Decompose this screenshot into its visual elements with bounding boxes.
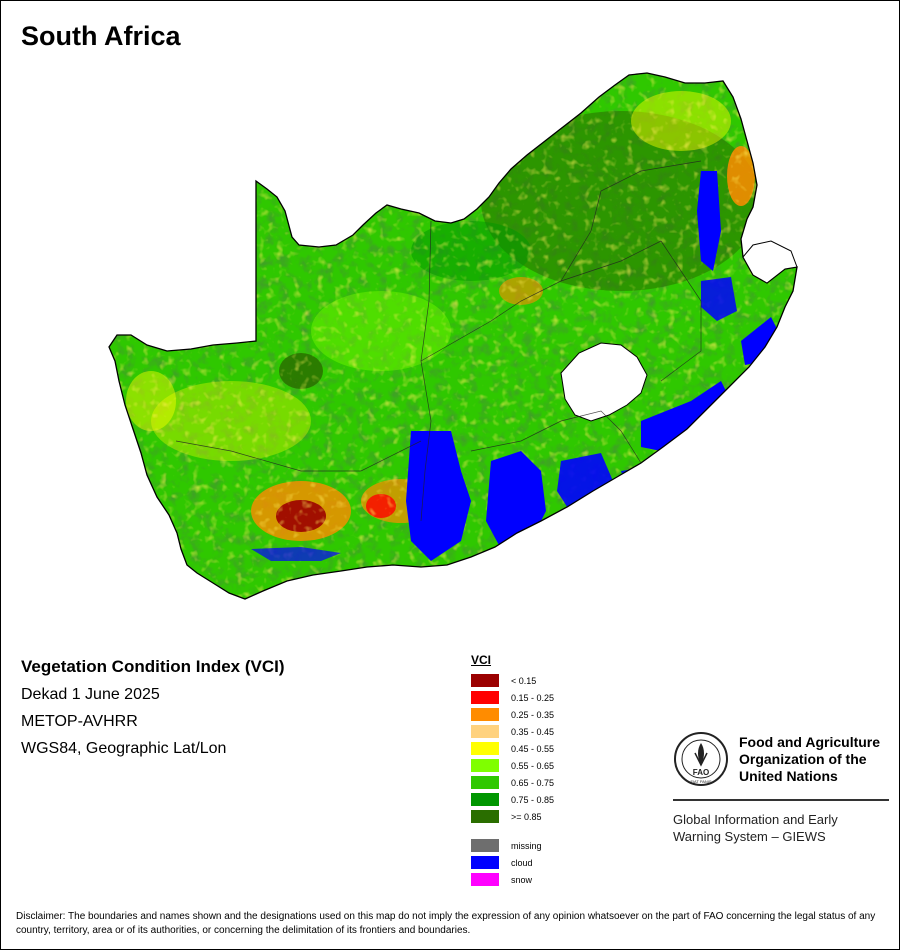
- map-title: South Africa: [21, 21, 181, 51]
- legend-item: 0.65 - 0.75: [471, 774, 554, 791]
- legend-label: 0.15 - 0.25: [511, 692, 555, 703]
- sensor-label: METOP-AVHRR: [21, 713, 138, 730]
- org-name-line: United Nations: [739, 767, 838, 784]
- period-label: Dekad 1 June 2025: [21, 686, 160, 703]
- legend-item: 0.35 - 0.45: [471, 723, 554, 740]
- legend-item: 0.15 - 0.25: [471, 689, 554, 706]
- legend-label: 0.35 - 0.45: [511, 726, 555, 737]
- fao-block: FAO FIAT PANIS Food and Agriculture Orga…: [673, 731, 889, 845]
- legend-swatch: [471, 873, 499, 886]
- legend-swatch: [471, 742, 499, 755]
- fao-divider: [673, 799, 889, 801]
- legend-item-snow: snow: [471, 871, 554, 888]
- legend-swatch: [471, 776, 499, 789]
- disclaimer: Disclaimer: The boundaries and names sho…: [16, 911, 876, 936]
- legend-label: 0.55 - 0.65: [511, 760, 555, 771]
- org-name: Food and Agriculture Organization of the…: [739, 734, 880, 785]
- projection-label: WGS84, Geographic Lat/Lon: [21, 740, 227, 757]
- legend-label: 0.45 - 0.55: [511, 743, 555, 754]
- legend-swatch: [471, 810, 499, 823]
- legend-swatch: [471, 691, 499, 704]
- giews-line: Global Information and Early: [673, 812, 838, 827]
- legend-label: < 0.15: [511, 675, 537, 686]
- legend-swatch: [471, 839, 499, 852]
- vci-map-canvas: [108, 72, 798, 600]
- legend-item: 0.25 - 0.35: [471, 706, 554, 723]
- legend-item: < 0.15: [471, 672, 554, 689]
- legend-swatch: [471, 708, 499, 721]
- legend-item: 0.45 - 0.55: [471, 740, 554, 757]
- giews-line: Warning System – GIEWS: [673, 829, 826, 844]
- legend-item-cloud: cloud: [471, 854, 554, 871]
- legend-swatch: [471, 856, 499, 869]
- vci-map: [1, 1, 899, 641]
- legend-label: snow: [511, 874, 533, 885]
- org-name-line: Organization of the: [739, 750, 867, 767]
- legend-item: 0.75 - 0.85: [471, 791, 554, 808]
- index-title: Vegetation Condition Index (VCI): [21, 657, 285, 676]
- vci-raster: [109, 73, 797, 599]
- legend-swatch: [471, 759, 499, 772]
- fao-logo-icon: FAO FIAT PANIS: [674, 732, 728, 786]
- legend-swatch: [471, 725, 499, 738]
- legend-item-missing: missing: [471, 837, 554, 854]
- org-name-line: Food and Agriculture: [739, 733, 881, 750]
- legend-label: 0.65 - 0.75: [511, 777, 555, 788]
- legend-item: >= 0.85: [471, 808, 554, 825]
- logo-text: FAO: [693, 768, 709, 777]
- legend-title: VCI: [471, 653, 492, 667]
- legend-swatch: [471, 793, 499, 806]
- legend-label: cloud: [511, 857, 533, 868]
- legend-label: 0.75 - 0.85: [511, 794, 555, 805]
- legend-label: missing: [511, 840, 542, 851]
- map-info: Vegetation Condition Index (VCI) Dekad 1…: [21, 657, 285, 767]
- legend-item: 0.55 - 0.65: [471, 757, 554, 774]
- vci-legend: VCI < 0.15 0.15 - 0.25 0.25 - 0.35 0.35 …: [471, 653, 554, 888]
- giews-label: Global Information and Early Warning Sys…: [673, 811, 889, 845]
- legend-label: 0.25 - 0.35: [511, 709, 555, 720]
- legend-swatch: [471, 674, 499, 687]
- legend-label: >= 0.85: [511, 811, 542, 822]
- province-boundaries: [175, 160, 702, 522]
- logo-motto: FIAT PANIS: [690, 779, 711, 784]
